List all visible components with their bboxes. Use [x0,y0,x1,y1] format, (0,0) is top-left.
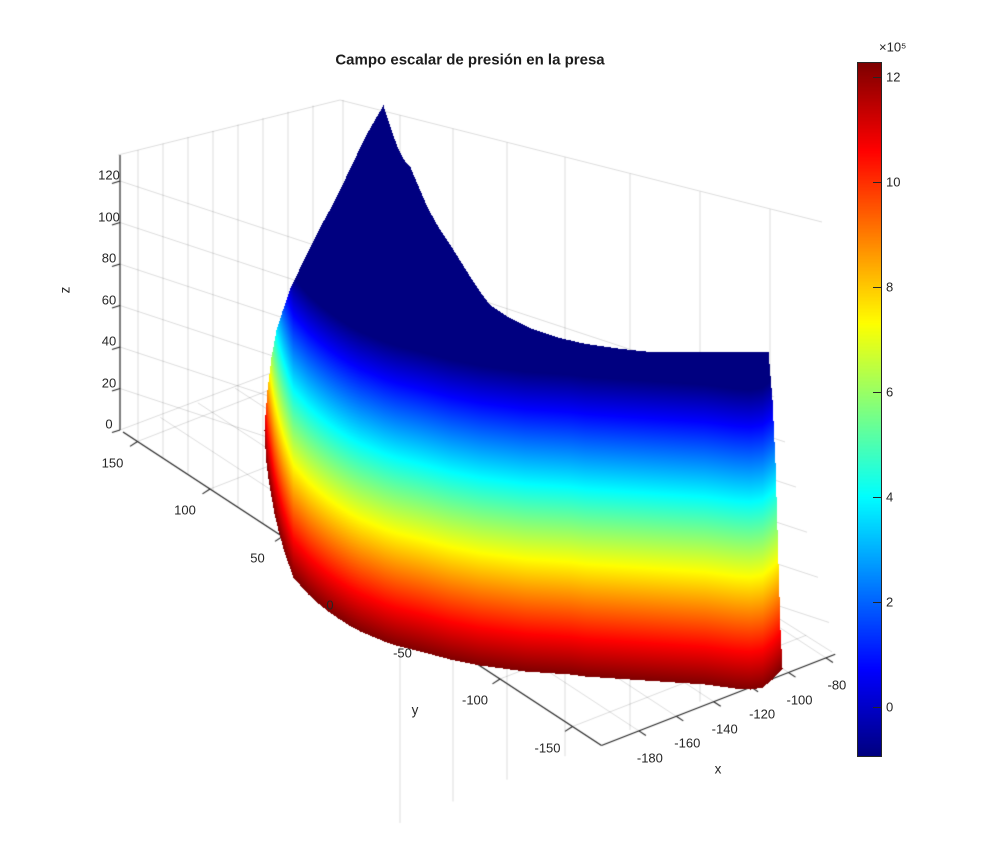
colorbar [857,62,882,757]
x-tick-label: -160 [674,735,701,751]
colorbar-tick [873,601,881,603]
colorbar-tick-label: 6 [886,384,894,400]
colorbar-tick-label: 12 [886,69,901,85]
y-tick-label: -100 [461,692,489,708]
z-tick-label: 120 [98,167,120,183]
colorbar-exponent-label: ×10⁵ [879,39,907,55]
x-tick-label: -180 [636,750,663,766]
x-tick-label: -140 [711,721,738,737]
z-tick-label: 20 [101,375,117,390]
z-tick-label: 60 [101,292,117,307]
colorbar-tick [873,391,881,393]
y-axis-label: y [411,702,419,718]
x-tick-label: -100 [786,692,813,707]
x-axis-label: x [714,761,722,777]
colorbar-tick [873,286,881,288]
colorbar-tick-label: 8 [886,279,894,295]
chart-title: Campo escalar de presión en la presa [335,51,605,69]
y-tick-label: -150 [534,740,561,755]
colorbar-tick-label: 4 [886,489,894,505]
y-tick-label: 0 [326,597,334,613]
z-tick-label: 40 [101,333,117,349]
x-tick-label: -120 [749,706,776,722]
y-tick-label: 150 [101,455,124,470]
z-tick-label: 100 [98,209,120,224]
z-tick-label: 0 [105,416,113,432]
colorbar-tick-label: 10 [886,174,901,190]
colorbar-tick [873,76,881,78]
colorbar-tick-label: 2 [886,594,894,610]
z-axis-label: z [57,286,73,294]
y-tick-label: -50 [393,645,412,660]
y-tick-label: 100 [174,502,196,518]
x-tick-label: -80 [827,677,847,693]
colorbar-tick [873,496,881,498]
colorbar-tick-label: 0 [886,699,894,715]
y-tick-label: 50 [250,550,265,565]
z-tick-label: 80 [101,250,117,266]
colorbar-tick [873,181,881,183]
colorbar-tick [873,706,881,708]
